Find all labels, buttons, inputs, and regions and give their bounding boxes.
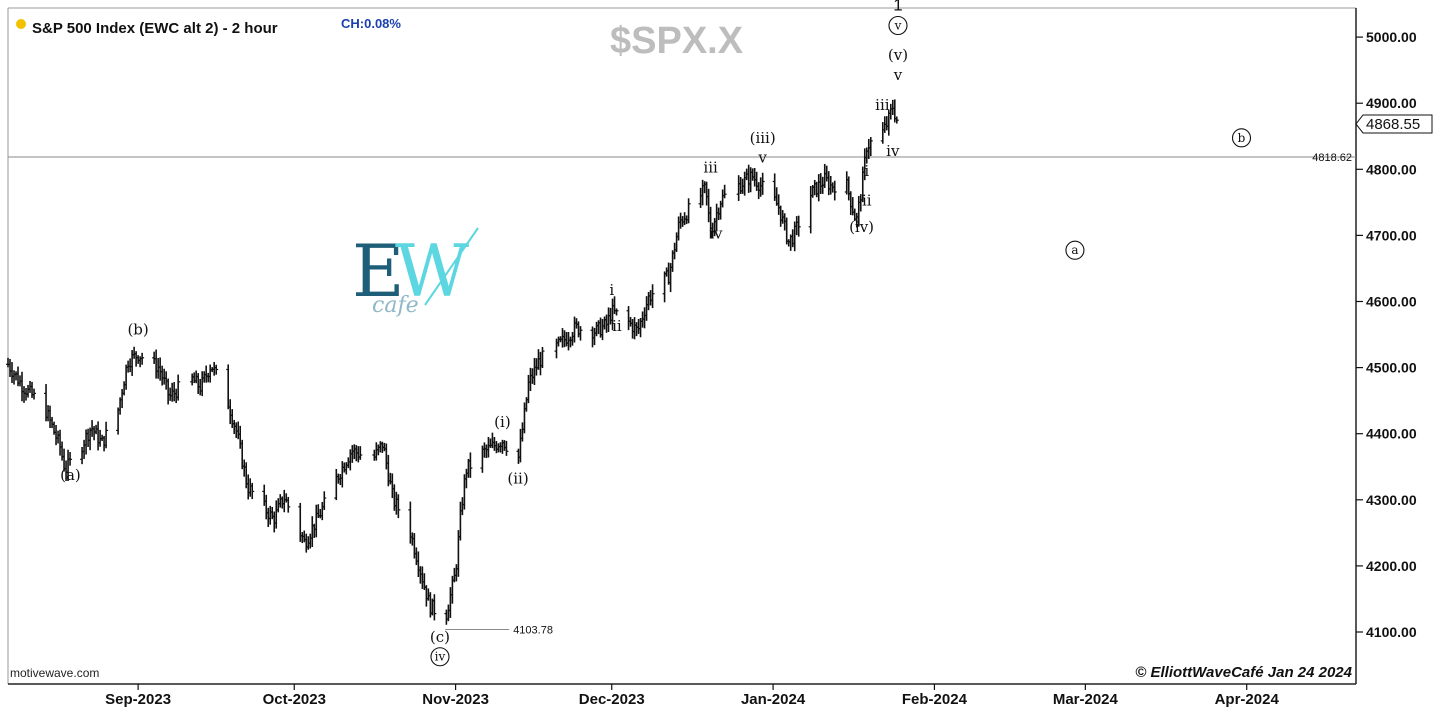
wave-label: iv — [435, 650, 446, 664]
y-tick-label: 4200.00 — [1366, 558, 1417, 574]
wave-label: v — [894, 18, 902, 32]
change-readout: CH:0.08% — [341, 16, 401, 31]
status-dot — [16, 19, 26, 29]
wave-label: (a) — [60, 466, 81, 484]
y-tick-label: 4500.00 — [1366, 360, 1417, 376]
low-marker-label: 4103.78 — [513, 625, 553, 637]
chart-title: S&P 500 Index (EWC alt 2) - 2 hour — [32, 20, 278, 37]
ewc-logo: E W cafe — [352, 227, 479, 318]
wave-label: (b) — [127, 321, 148, 339]
wave-label-circle — [430, 647, 450, 667]
wave-label-circle — [1231, 128, 1252, 148]
last-price-box — [1355, 114, 1433, 134]
wave-labels: (a)(b)(c)iv(i)(ii)iiiiiiiv(iii)v(iv)iiii… — [60, 0, 1252, 667]
wave-label-circle — [888, 15, 908, 36]
wave-label: (ii) — [507, 469, 528, 487]
x-axis-ticks: Sep-2023 Oct-2023 Nov-2023 Dec-2023 Jan-2024… — [105, 684, 1279, 708]
x-tick-label: Jan-2024 — [741, 691, 806, 708]
wave-label: iv — [709, 225, 723, 243]
x-tick-label: Dec-2023 — [579, 691, 645, 708]
x-tick-label: Feb-2024 — [902, 691, 968, 708]
last-price-label: 4868.55 — [1366, 116, 1420, 133]
y-tick-label: 4600.00 — [1366, 294, 1417, 310]
logo-letter-e: E — [352, 229, 405, 313]
x-tick-label: Apr-2024 — [1215, 691, 1280, 708]
wave-label: v — [893, 66, 903, 84]
wave-label-circle — [1065, 240, 1085, 260]
symbol-label: $SPX.X — [610, 20, 744, 62]
y-tick-label: 5000.00 — [1366, 29, 1417, 45]
x-tick-label: Nov-2023 — [422, 691, 489, 708]
wave-label: i — [864, 162, 869, 180]
y-tick-label: 4400.00 — [1366, 426, 1417, 442]
y-tick-label: 4700.00 — [1366, 227, 1417, 243]
plot-frame — [7, 7, 1357, 685]
y-tick-label: 4900.00 — [1366, 95, 1417, 111]
wave-label: iii — [703, 159, 718, 177]
y-axis-ticks: 4100.00 4200.00 4300.00 4400.00 4500.00 4600.… — [1356, 29, 1417, 640]
logo-letter-w: W — [395, 229, 469, 313]
x-tick-label: Oct-2023 — [263, 691, 326, 708]
ohlc-bars — [6, 99, 899, 625]
level-label: 4818.62 — [1312, 152, 1352, 164]
wave-label: iii — [875, 96, 890, 114]
wave-label: i — [609, 281, 614, 299]
y-tick-label: 4800.00 — [1366, 161, 1417, 177]
wave-label: ii — [862, 192, 872, 210]
wave-label: (iii) — [750, 129, 776, 147]
copyright-text: © ElliottWaveCafé Jan 24 2024 — [1135, 664, 1352, 681]
wave-label: (i) — [494, 413, 511, 431]
wave-label: ii — [612, 317, 622, 335]
y-tick-label: 4100.00 — [1366, 624, 1417, 640]
wave-label: (iv) — [849, 218, 874, 236]
x-tick-label: Mar-2024 — [1053, 691, 1119, 708]
wave-label: b — [1238, 131, 1246, 145]
wave-label: 1 — [893, 0, 902, 15]
wave-label: (v) — [888, 46, 908, 64]
wave-label: a — [1071, 243, 1078, 257]
source-credit: motivewave.com — [10, 666, 99, 680]
logo-subtitle: cafe — [372, 293, 419, 318]
wave-label: (c) — [430, 628, 450, 646]
last-price-marker: 4868.55 — [1355, 114, 1433, 134]
y-tick-label: 4300.00 — [1366, 492, 1417, 508]
wave-label: iv — [886, 142, 900, 160]
wave-label: v — [757, 149, 767, 167]
x-tick-label: Sep-2023 — [105, 691, 171, 708]
price-levels: 4818.62 4103.78 — [8, 152, 1356, 637]
